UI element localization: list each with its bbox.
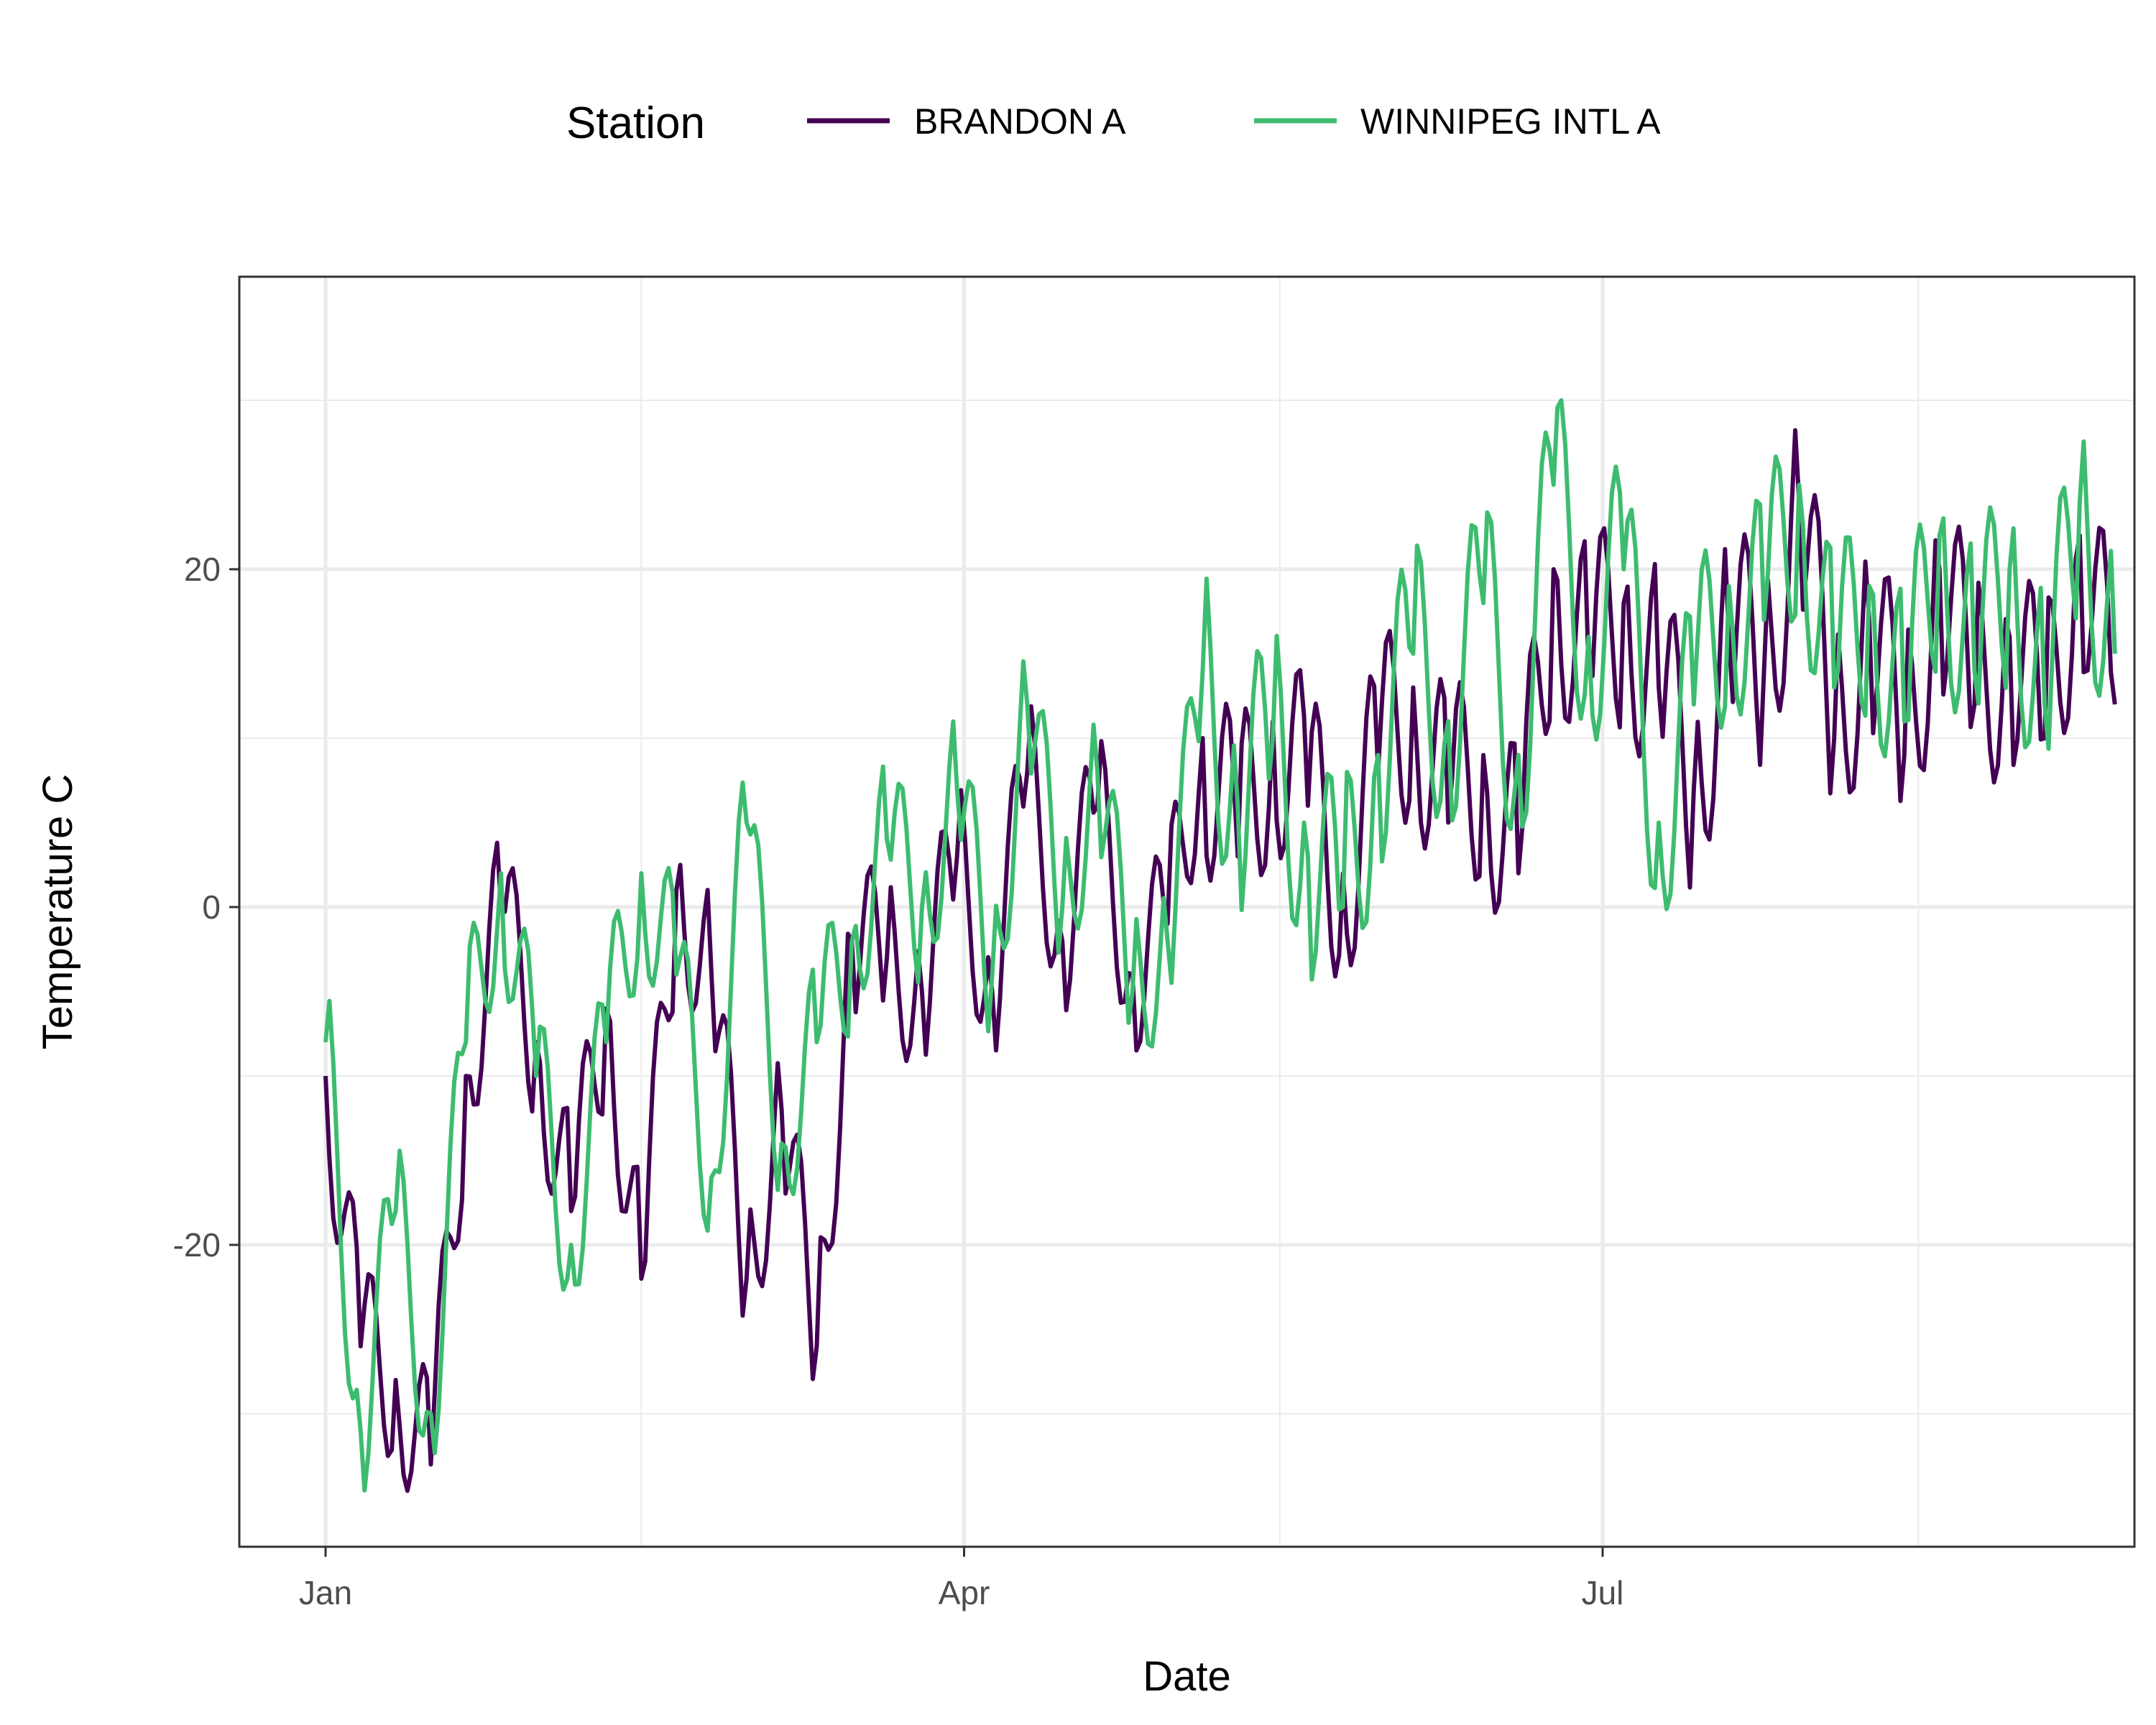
minor-gridlines <box>239 277 2134 1547</box>
legend-label-winnipeg-intl-a: WINNIPEG INTL A <box>1360 101 1661 142</box>
series-line-winnipeg-intl-a <box>323 398 2117 1493</box>
legend-label-brandon-a: BRANDON A <box>914 101 1126 142</box>
y-axis-title: Temperature C <box>34 774 81 1050</box>
x-axis: Jan Apr Jul <box>299 1547 1623 1611</box>
major-gridlines <box>239 277 2134 1547</box>
y-tick-label: -20 <box>173 1226 221 1264</box>
legend: Station BRANDON A WINNIPEG INTL A <box>566 98 1661 148</box>
x-tick-label: Jul <box>1582 1574 1624 1611</box>
x-tick-label: Apr <box>939 1574 990 1611</box>
legend-title: Station <box>566 98 705 148</box>
plot-panel <box>239 277 2134 1547</box>
y-tick-label: 20 <box>184 551 221 588</box>
series-lines <box>323 398 2117 1494</box>
x-axis-title: Date <box>1143 1653 1231 1700</box>
series-line-brandon-a <box>323 428 2117 1494</box>
plot-panel-border <box>238 275 2136 1548</box>
x-tick-label: Jan <box>299 1574 352 1611</box>
y-tick-label: 0 <box>202 888 221 926</box>
y-axis: -20 0 20 <box>173 551 239 1264</box>
